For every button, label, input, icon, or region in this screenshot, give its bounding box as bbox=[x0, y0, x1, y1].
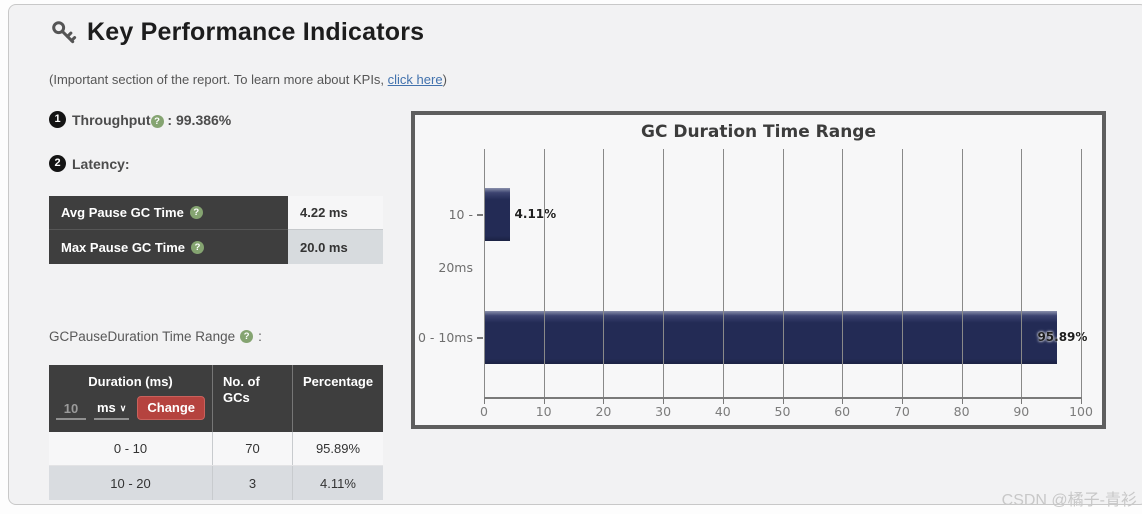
avg-pause-value-cell: 4.22 ms bbox=[288, 196, 383, 230]
bar-10-20ms[interactable] bbox=[485, 188, 510, 241]
x-tick-label: 0 bbox=[480, 404, 488, 419]
x-tick-mark bbox=[663, 397, 665, 404]
x-tick-label: 50 bbox=[774, 404, 791, 419]
x-tick-mark bbox=[603, 397, 605, 404]
gc-table-header: Duration (ms) ms∨ Change No. of GCs Perc… bbox=[49, 365, 383, 432]
x-tick-label: 100 bbox=[1069, 404, 1093, 419]
latency-table: Avg Pause GC Time? 4.22 ms Max Pause GC … bbox=[49, 196, 383, 264]
x-tick-label: 20 bbox=[595, 404, 612, 419]
gridline bbox=[961, 149, 963, 397]
throughput-value: 99.386% bbox=[175, 111, 232, 128]
table-row: Avg Pause GC Time? 4.22 ms bbox=[49, 196, 383, 230]
gridline bbox=[842, 149, 844, 397]
question-circle-icon[interactable]: ? bbox=[150, 114, 164, 128]
key-icon bbox=[49, 18, 78, 47]
x-tick-mark bbox=[543, 397, 545, 404]
x-tick-label: 60 bbox=[834, 404, 851, 419]
change-button[interactable]: Change bbox=[137, 396, 206, 420]
plot-area: GC Duration Time Range 10 - 20ms 4.11% 0… bbox=[415, 115, 1102, 425]
x-tick-mark bbox=[1021, 397, 1023, 404]
chart-bar-row: 0 - 10ms 95.89% bbox=[415, 311, 1102, 364]
y-axis-label: 10 - 20ms bbox=[438, 207, 473, 275]
page-title: Key Performance Indicators bbox=[87, 18, 425, 46]
x-tick-label: 80 bbox=[953, 404, 970, 419]
latency-label: Latency: bbox=[72, 155, 130, 172]
gc-pause-duration-label: GCPauseDuration Time Range?: bbox=[49, 329, 262, 344]
latency-line: 2 Latency: bbox=[49, 155, 130, 172]
gcs-cell: 3 bbox=[212, 466, 292, 500]
x-tick-mark bbox=[484, 397, 485, 404]
gc-duration-chart: GC Duration Time Range 10 - 20ms 4.11% 0… bbox=[411, 111, 1106, 429]
gridline bbox=[1021, 149, 1023, 397]
percentage-cell: 4.11% bbox=[292, 466, 383, 500]
throughput-label: Throughput? : 99.386% bbox=[72, 111, 232, 128]
gridline bbox=[603, 149, 605, 397]
gridline bbox=[663, 149, 665, 397]
table-row: 0 - 10 70 95.89% bbox=[49, 432, 383, 466]
percentage-cell: 95.89% bbox=[292, 432, 383, 465]
x-tick-mark bbox=[722, 397, 724, 404]
chart-title: GC Duration Time Range bbox=[640, 122, 877, 142]
gridline bbox=[901, 149, 903, 397]
bar-value-label: 95.89% bbox=[1037, 330, 1088, 344]
duration-input[interactable] bbox=[55, 401, 86, 420]
question-circle-icon[interactable]: ? bbox=[189, 206, 203, 219]
duration-header-label: Duration (ms) bbox=[88, 374, 173, 389]
gridline bbox=[782, 149, 784, 397]
table-row: Max Pause GC Time? 20.0 ms bbox=[49, 230, 383, 264]
section-subtitle: (Important section of the report. To lea… bbox=[49, 72, 447, 87]
x-tick-mark bbox=[782, 397, 784, 404]
bar-value-label: 4.11% bbox=[514, 207, 557, 221]
question-circle-icon[interactable]: ? bbox=[240, 330, 254, 343]
y-tick-mark bbox=[477, 337, 483, 339]
subtitle-text: (Important section of the report. To lea… bbox=[49, 72, 388, 87]
table-row: 10 - 20 3 4.11% bbox=[49, 466, 383, 500]
x-tick-mark bbox=[842, 397, 844, 404]
section-header: Key Performance Indicators bbox=[49, 18, 424, 47]
y-axis-label: 0 - 10ms bbox=[417, 330, 473, 345]
gridline bbox=[484, 149, 485, 397]
question-circle-icon[interactable]: ? bbox=[191, 240, 205, 254]
x-tick-label: 40 bbox=[714, 404, 731, 419]
gridline bbox=[722, 149, 724, 397]
max-pause-value-cell: 20.0 ms bbox=[288, 230, 383, 264]
throughput-separator: : bbox=[167, 111, 173, 128]
gc-duration-table: Duration (ms) ms∨ Change No. of GCs Perc… bbox=[49, 365, 383, 500]
avg-pause-label-cell: Avg Pause GC Time? bbox=[49, 196, 288, 230]
subtitle-suffix: ) bbox=[442, 72, 447, 87]
x-tick-label: 70 bbox=[893, 404, 910, 419]
gridline bbox=[543, 149, 545, 397]
gcs-cell: 70 bbox=[212, 432, 292, 465]
x-tick-mark bbox=[901, 397, 903, 404]
chart-bar-row: 10 - 20ms 4.11% bbox=[415, 188, 1102, 275]
throughput-line: 1 Throughput? : 99.386% bbox=[49, 111, 231, 128]
number-badge-1: 1 bbox=[49, 111, 66, 128]
kpi-panel: Key Performance Indicators (Important se… bbox=[8, 4, 1142, 509]
x-tick-label: 90 bbox=[1013, 404, 1030, 419]
x-tick-mark bbox=[961, 397, 963, 404]
y-tick-mark bbox=[477, 214, 483, 216]
x-tick-label: 10 bbox=[535, 404, 552, 419]
max-pause-label-cell: Max Pause GC Time? bbox=[49, 230, 288, 264]
duration-header-cell: Duration (ms) ms∨ Change bbox=[49, 365, 212, 432]
x-tick-mark bbox=[1081, 397, 1082, 404]
number-badge-2: 2 bbox=[49, 155, 66, 172]
duration-cell: 10 - 20 bbox=[110, 475, 151, 491]
gcs-header-cell: No. of GCs bbox=[212, 365, 292, 432]
csdn-watermark: CSDN @橘子-青衫 bbox=[1001, 492, 1137, 509]
bar-0-10ms[interactable] bbox=[485, 311, 1058, 364]
unit-select[interactable]: ms ∨ bbox=[93, 400, 130, 420]
percentage-header-cell: Percentage bbox=[292, 365, 383, 432]
chevron-down-icon: ∨ bbox=[119, 403, 127, 413]
click-here-link[interactable]: click here bbox=[387, 72, 443, 87]
x-tick-label: 30 bbox=[655, 404, 672, 419]
duration-cell: 0 - 10 bbox=[113, 441, 148, 456]
gridline bbox=[1081, 149, 1082, 397]
